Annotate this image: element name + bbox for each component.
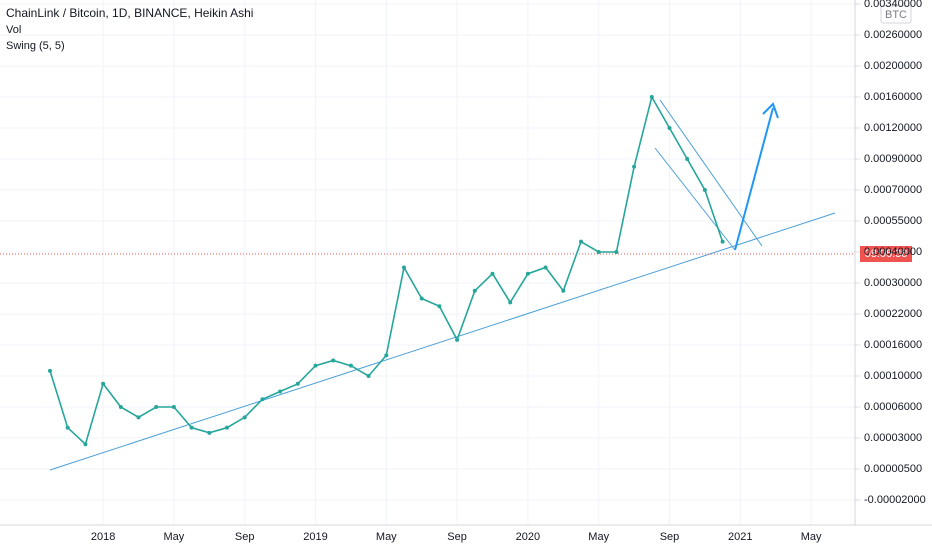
price-point <box>490 271 495 276</box>
price-point <box>596 250 601 254</box>
forecast-arrow <box>734 107 774 251</box>
channel-line <box>659 99 763 247</box>
price-point <box>331 358 336 363</box>
y-tick-label: 0.00000500 <box>864 463 922 475</box>
price-point <box>154 405 159 409</box>
price-point <box>579 239 583 244</box>
x-tick-label: Sep <box>235 531 255 543</box>
x-tick-label: 2019 <box>303 531 327 543</box>
y-tick-label: 0.00070000 <box>864 184 922 196</box>
y-tick-label: 0.00003000 <box>864 432 922 444</box>
y-tick-label: 0.00040000 <box>864 246 922 258</box>
price-point <box>348 363 353 368</box>
x-tick-label: 2018 <box>91 531 115 543</box>
arrow-head <box>762 102 779 119</box>
price-point <box>207 430 212 435</box>
currency-badge[interactable] <box>880 5 912 24</box>
price-point <box>136 415 141 420</box>
y-tick-label: -0.00002000 <box>864 494 926 506</box>
channel-line <box>654 147 736 251</box>
y-tick-label: 0.00260000 <box>864 29 922 41</box>
y-tick-label: 0.00030000 <box>864 277 922 289</box>
price-point <box>366 374 371 378</box>
price-point <box>260 397 265 402</box>
x-tick-label: Sep <box>660 531 680 543</box>
price-point <box>83 442 88 447</box>
y-tick-label: 0.00160000 <box>864 91 922 103</box>
trendline <box>49 212 836 471</box>
chart-title: ChainLink / Bitcoin, 1D, BINANCE, Heikin… <box>6 6 253 20</box>
y-tick-label: 0.00010000 <box>864 370 922 382</box>
price-point <box>632 164 637 169</box>
price-point <box>649 95 654 99</box>
marks <box>48 3 860 501</box>
price-point <box>189 425 194 430</box>
y-tick-label: 0.00006000 <box>864 401 922 413</box>
x-tick-label: 2020 <box>516 531 540 543</box>
price-point <box>543 265 548 270</box>
y-tick-label: 0.00120000 <box>864 122 922 134</box>
price-point <box>278 389 283 394</box>
price-point <box>118 405 123 409</box>
price-point <box>720 239 725 244</box>
price-point <box>685 157 690 161</box>
price-point <box>402 265 406 270</box>
price-point <box>101 381 106 386</box>
price-point <box>702 188 707 192</box>
price-point <box>525 271 530 276</box>
x-tick-label: May <box>376 531 397 543</box>
grid <box>0 0 855 525</box>
indicator-label: Swing (5, 5) <box>6 40 65 52</box>
currency-label: BTC <box>885 9 907 21</box>
price-point <box>561 288 566 293</box>
x-tick-label: Sep <box>447 531 467 543</box>
price-point <box>508 300 513 305</box>
price-point <box>313 363 318 368</box>
price-point <box>667 126 672 130</box>
y-tick-label: 0.00022000 <box>864 308 922 320</box>
y-tick-label: 0.00340000 <box>864 0 922 10</box>
price-point <box>225 425 229 430</box>
price-point <box>48 368 52 373</box>
y-tick-label: 0.00016000 <box>864 339 922 351</box>
y-tick-label: 0.00200000 <box>864 60 922 72</box>
price-badge <box>860 246 912 262</box>
price-label: 08:06:38 <box>865 248 908 260</box>
price-point <box>419 296 424 301</box>
indicator-label: Vol <box>6 24 21 36</box>
x-tick-label: 2021 <box>728 531 752 543</box>
price-point <box>65 425 70 430</box>
price-point <box>437 304 442 309</box>
y-tick-label: 0.00090000 <box>864 153 922 165</box>
price-point <box>472 288 477 293</box>
y-tick-label: 0.00055000 <box>864 215 922 227</box>
price-point <box>295 381 300 386</box>
price-point <box>614 250 619 254</box>
price-point <box>171 405 176 409</box>
x-tick-label: May <box>588 531 609 543</box>
x-tick-label: May <box>164 531 185 543</box>
price-point <box>242 415 247 420</box>
price-point <box>455 337 460 342</box>
x-tick-label: May <box>801 531 822 543</box>
price-point <box>384 353 389 358</box>
